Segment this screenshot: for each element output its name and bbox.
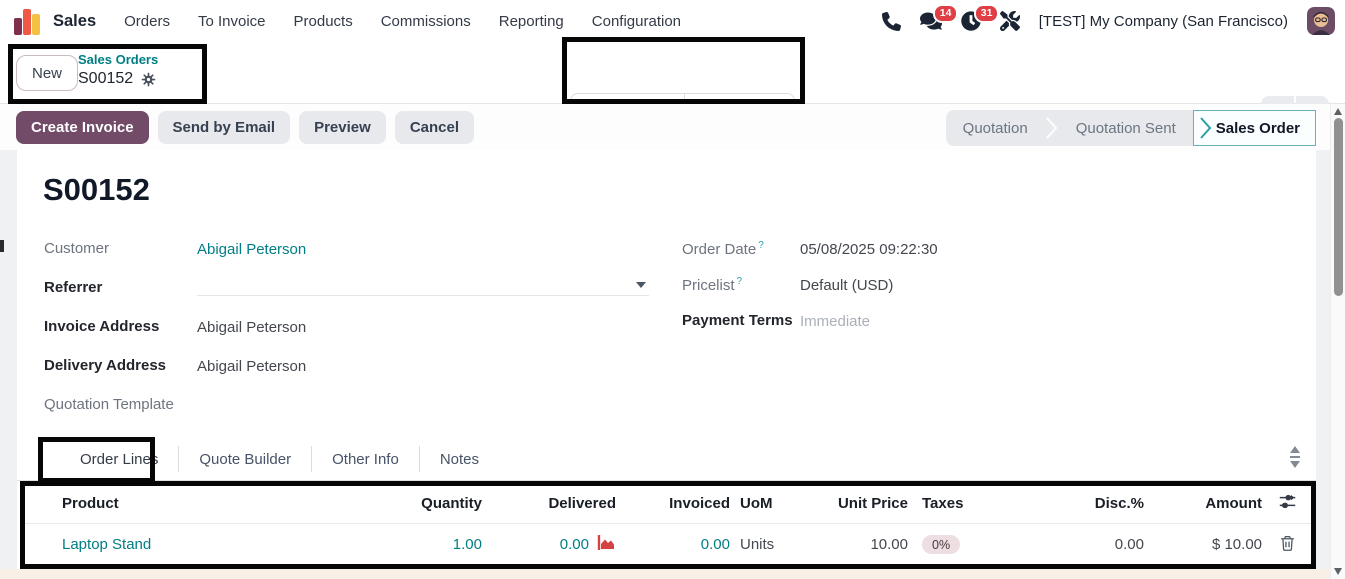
customer-label: Customer — [44, 240, 110, 257]
breadcrumb: Sales Orders S00152 — [78, 52, 158, 89]
amount-cell[interactable]: $ 10.00 — [1211, 536, 1262, 553]
menu-reporting[interactable]: Reporting — [498, 12, 564, 30]
list-resize-handle[interactable] — [1290, 446, 1300, 468]
menu-to-invoice[interactable]: To Invoice — [197, 12, 266, 30]
payment-terms-value[interactable]: Immediate — [800, 313, 871, 330]
col-taxes[interactable]: Taxes — [922, 495, 964, 512]
delivery-address-label: Delivery Address — [44, 357, 167, 374]
trash-icon[interactable] — [1279, 534, 1296, 556]
tab-separator — [418, 446, 420, 472]
menu-commissions[interactable]: Commissions — [380, 12, 471, 30]
tab-separator — [178, 446, 180, 472]
activities-clock-icon[interactable]: 31 — [961, 4, 1000, 31]
main-menu: Orders To Invoice Products Commissions R… — [124, 13, 681, 30]
app-menu-toggle[interactable]: Sales — [53, 11, 97, 30]
left-edge-mark — [0, 240, 4, 252]
arrow-down-icon — [1290, 461, 1300, 468]
delivery-address-value[interactable]: Abigail Peterson — [197, 358, 307, 375]
preview-button[interactable]: Preview — [299, 111, 386, 144]
pricelist-value[interactable]: Default (USD) — [800, 277, 894, 294]
help-icon: ? — [736, 276, 743, 287]
col-uom[interactable]: UoM — [740, 495, 773, 512]
chatter-top-strip — [0, 569, 1330, 579]
col-amount[interactable]: Amount — [1205, 495, 1262, 512]
referrer-label: Referrer — [44, 279, 103, 296]
notebook-tabs: Order Lines Quote Builder Other Info Not… — [17, 438, 1316, 481]
tab-notes[interactable]: Notes — [439, 450, 479, 468]
stage-separator-icon — [1045, 117, 1058, 139]
menu-configuration[interactable]: Configuration — [591, 12, 682, 30]
customer-value-link[interactable]: Abigail Peterson — [197, 241, 307, 258]
tab-order-lines[interactable]: Order Lines — [80, 450, 159, 468]
invoice-address-label: Invoice Address — [44, 318, 160, 335]
messages-icon[interactable]: 14 — [919, 4, 959, 31]
new-button[interactable]: New — [16, 55, 79, 91]
sales-app-icon[interactable] — [14, 8, 41, 35]
product-link[interactable]: Laptop Stand — [62, 536, 152, 553]
optional-columns-icon[interactable] — [1278, 493, 1297, 514]
top-navbar: Sales Orders To Invoice Products Commiss… — [0, 0, 1345, 42]
stage-quotation[interactable]: Quotation — [962, 119, 1028, 137]
form-statusbar: Create Invoice Send by Email Preview Can… — [0, 104, 1330, 150]
breadcrumb-sales-orders-link[interactable]: Sales Orders — [78, 52, 159, 67]
col-delivered[interactable]: Delivered — [548, 495, 616, 512]
order-date-label: Order Date? — [682, 240, 764, 258]
chevron-down-icon[interactable] — [636, 282, 646, 288]
forecast-chart-icon[interactable] — [596, 534, 616, 555]
messages-badge: 14 — [932, 4, 959, 23]
quantity-cell[interactable]: 1.00 — [452, 536, 482, 553]
stage-sales-order-active[interactable]: Sales Order — [1192, 110, 1316, 146]
breadcrumb-current-record: S00152 — [78, 70, 134, 88]
company-switcher[interactable]: [TEST] My Company (San Francisco) — [1038, 12, 1288, 30]
arrow-up-icon — [1290, 446, 1300, 453]
menu-products[interactable]: Products — [293, 12, 353, 30]
help-icon: ? — [758, 240, 764, 251]
col-unit-price[interactable]: Unit Price — [837, 495, 908, 512]
control-panel: New Sales Orders S00152 Delivery 1 — [0, 42, 1345, 134]
voip-phone-icon[interactable] — [881, 11, 901, 31]
tab-quote-builder[interactable]: Quote Builder — [199, 450, 292, 468]
unit-price-cell[interactable]: 10.00 — [870, 536, 908, 553]
topbar-systray: 14 31 [TEST] My Company (San Francisco) — [881, 4, 1335, 35]
debug-tools-icon[interactable] — [999, 11, 1020, 31]
form-sheet: S00152 Customer Abigail Peterson Referre… — [17, 150, 1316, 579]
send-by-email-button[interactable]: Send by Email — [157, 111, 291, 144]
vertical-scrollbar[interactable] — [1330, 104, 1345, 579]
table-header-row: Product Quantity Delivered Invoiced UoM … — [20, 484, 1316, 524]
order-date-value[interactable]: 05/08/2025 09:22:30 — [800, 241, 938, 258]
invoiced-cell[interactable]: 0.00 — [700, 536, 730, 553]
uom-cell[interactable]: Units — [740, 536, 775, 553]
create-invoice-button[interactable]: Create Invoice — [16, 111, 149, 144]
delivered-cell[interactable]: 0.00 — [559, 536, 589, 553]
table-row: Laptop Stand 1.00 0.00 0.00 Units 10.00 … — [20, 524, 1316, 566]
tab-separator — [311, 446, 313, 472]
order-lines-table: Product Quantity Delivered Invoiced UoM … — [20, 484, 1316, 566]
quotation-template-label: Quotation Template — [44, 396, 174, 413]
cancel-button[interactable]: Cancel — [394, 111, 475, 144]
record-name-heading[interactable]: S00152 — [43, 172, 150, 207]
scroll-up-icon[interactable] — [1334, 108, 1342, 115]
disc-cell[interactable]: 0.00 — [1114, 536, 1144, 553]
stage-chevron-icon — [1200, 117, 1212, 139]
user-avatar[interactable] — [1307, 7, 1335, 35]
col-disc[interactable]: Disc.% — [1094, 495, 1144, 512]
payment-terms-label: Payment Terms — [682, 312, 793, 329]
pricelist-label: Pricelist? — [682, 276, 743, 294]
tab-other-info[interactable]: Other Info — [332, 450, 399, 468]
gear-actions-icon[interactable] — [141, 72, 156, 87]
scrollbar-thumb[interactable] — [1334, 118, 1343, 296]
col-invoiced[interactable]: Invoiced — [669, 495, 730, 512]
col-quantity[interactable]: Quantity — [421, 495, 482, 512]
col-product[interactable]: Product — [62, 495, 119, 512]
activities-badge: 31 — [973, 4, 1000, 23]
tax-tag[interactable]: 0% — [922, 535, 961, 554]
stage-pipeline: Quotation Quotation Sent Sales Order — [945, 110, 1316, 146]
invoice-address-value[interactable]: Abigail Peterson — [197, 319, 307, 336]
scroll-down-icon[interactable] — [1334, 568, 1342, 575]
stage-quotation-sent[interactable]: Quotation Sent — [1075, 119, 1176, 137]
menu-orders[interactable]: Orders — [124, 12, 170, 30]
referrer-input[interactable] — [197, 270, 649, 296]
